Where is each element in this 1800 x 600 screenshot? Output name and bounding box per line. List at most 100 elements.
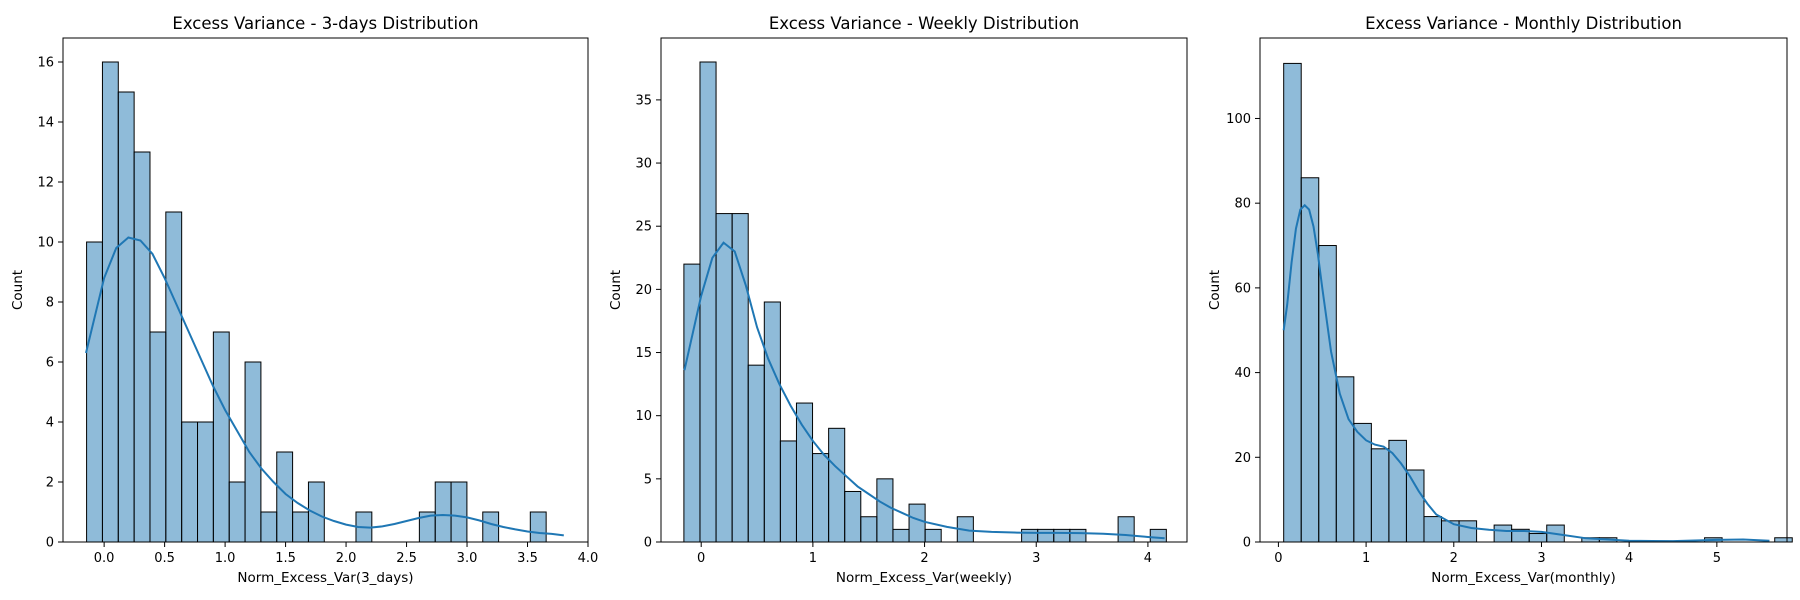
y-tick-label: 0 <box>644 536 652 551</box>
x-tick-label: 0.0 <box>94 551 115 566</box>
x-tick-label: 0 <box>1274 551 1282 566</box>
y-tick-label: 4 <box>46 416 54 431</box>
chart-panel-3: 0 1 2 3 4 5 0 20 40 60 80 100 Excess Variance - Mont… <box>1207 14 1793 586</box>
x-tick-label: 1.5 <box>275 551 296 566</box>
y-tick-label: 2 <box>46 476 54 491</box>
chart-title: Excess Variance - 3-days Distribution <box>172 14 478 33</box>
chart-title: Excess Variance - Weekly Distribution <box>769 14 1079 33</box>
histogram-bar <box>683 263 701 543</box>
histogram-bar <box>1405 469 1425 543</box>
chart-panel-1: 0.0 0.5 1.0 1.5 2.0 2.5 3.0 3.5 4.0 0 2 4 6 8 10 12 14 16… <box>10 14 598 586</box>
histogram-bar <box>1021 528 1039 543</box>
x-tick-label: 4.0 <box>578 551 599 566</box>
histogram-bar <box>529 511 547 543</box>
histogram-bar <box>779 440 797 543</box>
histogram-bar <box>197 421 214 543</box>
y-tick-label: 20 <box>635 283 652 298</box>
x-tick-label: 1.0 <box>215 551 236 566</box>
x-tick-label: 2 <box>920 551 928 566</box>
histogram-bar <box>1053 528 1071 543</box>
histogram-bar <box>1528 533 1548 543</box>
y-tick-label: 60 <box>1234 281 1251 296</box>
x-tick-label: 2 <box>1450 551 1458 566</box>
histogram-bar <box>181 421 199 543</box>
y-tick-label: 10 <box>635 409 652 424</box>
x-tick-label: 1 <box>809 551 817 566</box>
y-tick-label: 15 <box>635 346 652 361</box>
histogram-bar <box>1037 528 1055 543</box>
x-axis-label: Norm_Excess_Var(monthly) <box>1431 570 1616 586</box>
x-axis-label: Norm_Excess_Var(weekly) <box>836 570 1012 586</box>
histogram-bar <box>699 61 717 543</box>
histogram-bar <box>292 511 309 543</box>
x-tick-label: 0 <box>697 551 705 566</box>
y-axis-label: Count <box>10 270 26 310</box>
histogram-bar <box>812 453 830 543</box>
y-tick-label: 14 <box>37 116 54 131</box>
y-tick-label: 80 <box>1234 197 1251 212</box>
histogram-bar <box>482 511 500 543</box>
x-tick-label: 4 <box>1625 551 1633 566</box>
histogram-bar <box>165 211 183 543</box>
histogram-bar <box>763 301 781 543</box>
y-tick-label: 0 <box>1243 536 1251 551</box>
histogram-bar <box>133 151 151 543</box>
y-tick-label: 100 <box>1226 112 1251 127</box>
x-tick-label: 2.0 <box>336 551 357 566</box>
x-tick-label: 3.0 <box>457 551 478 566</box>
histogram-bar <box>260 511 278 543</box>
x-tick-label: 4 <box>1144 551 1152 566</box>
y-tick-label: 0 <box>46 536 54 551</box>
x-tick-label: 1 <box>1362 551 1370 566</box>
histogram-bar <box>1069 528 1087 543</box>
histogram-bar <box>1117 516 1135 543</box>
histogram-bar <box>244 361 262 543</box>
chart-title: Excess Variance - Monthly Distribution <box>1365 14 1682 33</box>
x-tick-label: 3.5 <box>517 551 538 566</box>
histogram-bar <box>924 528 942 543</box>
histogram-bar <box>844 490 862 543</box>
y-axis-label: Count <box>1207 270 1223 310</box>
x-tick-label: 5 <box>1713 551 1721 566</box>
y-tick-label: 40 <box>1234 366 1251 381</box>
histogram-bar <box>1283 62 1302 543</box>
histogram-bar <box>1149 528 1167 543</box>
x-tick-label: 0.5 <box>154 551 175 566</box>
histogram-bar <box>212 331 230 543</box>
y-tick-label: 16 <box>37 56 54 71</box>
histogram-bar <box>892 528 910 543</box>
y-tick-label: 12 <box>37 176 54 191</box>
histogram-bar <box>117 91 135 543</box>
plot-frame <box>1259 37 1788 543</box>
histogram-bar <box>86 241 103 543</box>
histogram-bar <box>1458 520 1478 543</box>
histogram-bar <box>101 61 119 543</box>
histogram-bar <box>228 481 246 543</box>
y-tick-label: 10 <box>37 236 54 251</box>
histogram-bar <box>747 364 765 543</box>
histogram-bar <box>908 503 926 543</box>
x-axis-label: Norm_Excess_Var(3_days) <box>237 570 413 586</box>
x-tick-label: 3 <box>1537 551 1545 566</box>
y-tick-label: 35 <box>635 93 652 108</box>
x-tick-label: 2.5 <box>396 551 417 566</box>
histogram-bar <box>1370 448 1390 543</box>
histogram-bar <box>1300 177 1320 543</box>
kde-curve <box>683 241 1165 540</box>
histogram-bar <box>1774 537 1793 543</box>
histogram-bar <box>149 331 167 543</box>
histogram-bar <box>1423 516 1443 543</box>
y-tick-label: 20 <box>1234 451 1251 466</box>
y-tick-label: 30 <box>635 157 652 172</box>
histogram-bar <box>876 478 894 543</box>
kde-curve <box>85 236 564 537</box>
histogram-bar <box>434 481 452 543</box>
histogram-bar <box>731 213 749 543</box>
y-tick-label: 6 <box>46 356 54 371</box>
plot-frame <box>62 37 589 543</box>
kde-curve <box>1282 203 1770 543</box>
y-tick-label: 25 <box>635 220 652 235</box>
histogram-bar <box>1388 439 1407 543</box>
y-tick-label: 5 <box>644 472 652 487</box>
